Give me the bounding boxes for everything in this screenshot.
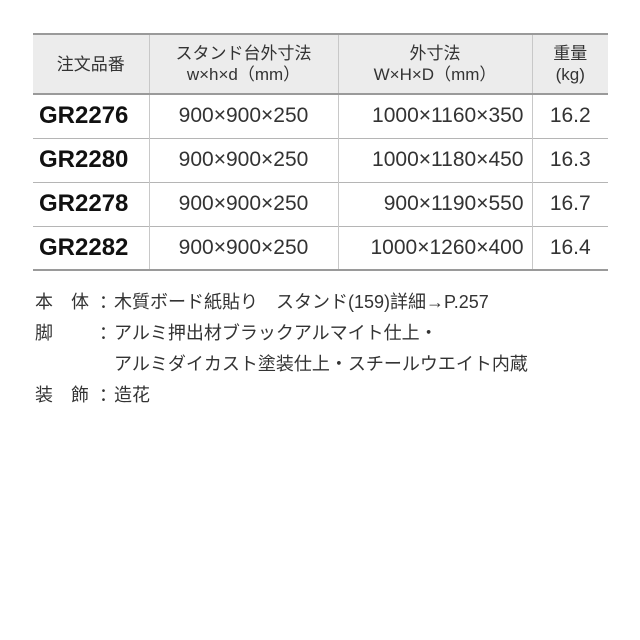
- note-text: アルミ押出材ブラックアルマイト仕上・: [114, 323, 438, 343]
- product-code: GR2280: [39, 146, 129, 173]
- product-code: GR2282: [39, 233, 129, 261]
- note-legs: 脚 ：アルミ押出材ブラックアルマイト仕上・: [35, 318, 528, 349]
- spec-notes: 本 体：木質ボード紙貼り スタンド(159)詳細→P.257 脚：アルミ押出材ブ…: [35, 287, 528, 411]
- note-colon: ：: [99, 292, 117, 312]
- note-label: 装 飾: [35, 385, 89, 405]
- note-legs-cont: アルミダイカスト塗装仕上・スチールウエイト内蔵: [35, 349, 528, 380]
- note-colon: [99, 349, 114, 380]
- note-text: アルミダイカスト塗装仕上・スチールウエイト内蔵: [114, 354, 528, 374]
- stand-dimensions: 900×900×250: [148, 94, 338, 138]
- outer-dimensions: 900×1190×550: [337, 182, 532, 226]
- weight: 16.7: [531, 182, 608, 226]
- note-body: 本 体 ：木質ボード紙貼り スタンド(159)詳細→P.257: [35, 287, 528, 318]
- note-colon: ：: [99, 323, 117, 343]
- product-code: GR2276: [39, 102, 129, 130]
- table-row: GR2280 900×900×250 1000×1180×450 16.3: [33, 138, 608, 182]
- note-text: 造花: [114, 385, 150, 405]
- stand-dimensions: 900×900×250: [148, 226, 338, 270]
- header-row: 注文品番 スタンド台外寸法 w×h×d（mm） 外寸法 W×H×D（mm） 重量 (k…: [33, 34, 608, 94]
- note-label: 脚: [35, 323, 53, 343]
- header-weight: 重量 (kg): [531, 34, 608, 94]
- outer-dimensions: 1000×1160×350: [337, 94, 532, 138]
- outer-dimensions: 1000×1180×450: [337, 138, 532, 182]
- header-outer-dimensions: 外寸法 W×H×D（mm）: [337, 34, 532, 94]
- weight: 16.2: [531, 94, 608, 138]
- weight: 16.3: [531, 138, 608, 182]
- note-text: 木質ボード紙貼り スタンド(159)詳細→P.257: [114, 292, 489, 312]
- product-code: GR2278: [39, 190, 129, 217]
- note-label: [35, 349, 99, 380]
- table-row: GR2278 900×900×250 900×1190×550 16.7: [33, 182, 608, 226]
- table-row: GR2276 900×900×250 1000×1160×350 16.2: [33, 94, 608, 138]
- table-row: GR2282 900×900×250 1000×1260×400 16.4: [33, 226, 608, 270]
- note-label: 本 体: [35, 292, 89, 312]
- header-stand-dimensions: スタンド台外寸法 w×h×d（mm）: [148, 34, 338, 94]
- stand-dimensions: 900×900×250: [148, 138, 338, 182]
- header-code: 注文品番: [56, 54, 125, 74]
- weight: 16.4: [531, 226, 608, 270]
- outer-dimensions: 1000×1260×400: [337, 226, 532, 270]
- note-colon: ：: [99, 385, 117, 405]
- stand-dimensions: 900×900×250: [148, 182, 338, 226]
- note-decoration: 装 飾 ：造花: [35, 380, 528, 411]
- spec-table: 注文品番 スタンド台外寸法 w×h×d（mm） 外寸法 W×H×D（mm） 重量 (k…: [33, 33, 608, 271]
